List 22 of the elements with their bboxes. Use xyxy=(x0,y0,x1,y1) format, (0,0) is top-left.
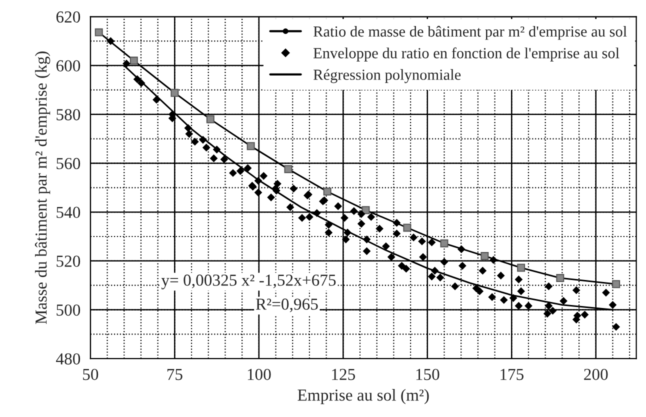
x-axis-title: Emprise au sol (m²) xyxy=(298,389,429,404)
x-tick-label: 125 xyxy=(332,368,356,380)
x-tick-label: 50 xyxy=(83,368,98,380)
x-tick-label: 150 xyxy=(416,368,440,380)
y-tick-label: 560 xyxy=(56,158,80,170)
annotation: R²=0,965 xyxy=(256,298,318,312)
x-tick-label: 200 xyxy=(584,368,608,380)
legend-label: Enveloppe du ratio en fonction de l'emprise au sol xyxy=(313,47,620,62)
y-tick-label: 580 xyxy=(56,109,80,120)
y-axis-title: Masse du bâtiment par m² d'emprise (kg) xyxy=(34,52,50,324)
y-tick-label: 500 xyxy=(56,304,80,316)
y-tick-label: 600 xyxy=(56,60,80,72)
annotation: y= 0,00325 x² -1,52x+675 xyxy=(161,274,336,290)
legend-label: Ratio de masse de bâtiment par m² d'emprise au sol xyxy=(313,26,627,40)
legend-label: Régression polynomiale xyxy=(313,69,461,84)
x-tick-label: 75 xyxy=(167,368,182,380)
y-tick-label: 620 xyxy=(56,11,80,23)
y-tick-label: 480 xyxy=(56,353,80,365)
y-tick-label: 520 xyxy=(56,256,80,267)
x-tick-label: 175 xyxy=(500,368,524,380)
y-tick-label: 540 xyxy=(56,206,80,218)
x-tick-label: 100 xyxy=(248,368,271,380)
